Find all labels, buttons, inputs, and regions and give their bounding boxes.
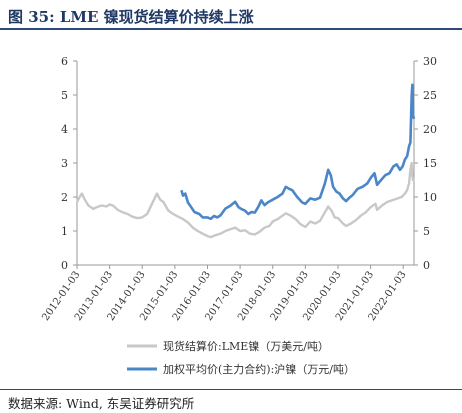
right-tick-label: 10 (423, 191, 437, 204)
source-rule (0, 389, 462, 390)
left-tick-label: 1 (61, 225, 68, 238)
right-tick-label: 20 (423, 123, 437, 136)
left-tick-label: 0 (61, 259, 68, 272)
right-axis-ticks: 0 5 10 15 20 25 30 (414, 55, 437, 272)
right-tick-label: 15 (423, 157, 437, 170)
series-line-lme-nickel (75, 161, 416, 239)
left-tick-label: 2 (61, 191, 68, 204)
nickel-price-chart: 0 1 2 3 4 5 6 0 5 10 15 20 25 30 2012-01-032013-01-0… (40, 55, 437, 376)
left-tick-label: 4 (61, 123, 68, 136)
title-rule (0, 28, 462, 30)
right-tick-label: 30 (423, 55, 437, 68)
x-axis-ticks: 2012-01-032013-01-032014-01-032015-01-03… (40, 265, 409, 323)
legend-label-shfe: 加权平均价(主力合约):沪镍（万元/吨） (163, 362, 355, 376)
series-line-shfe-nickel (180, 83, 416, 221)
left-axis-ticks: 0 1 2 3 4 5 6 (61, 55, 77, 272)
source-note: 数据来源: Wind, 东吴证券研究所 (8, 396, 195, 411)
left-tick-label: 3 (61, 157, 68, 170)
chart-series (75, 83, 416, 239)
left-tick-label: 5 (61, 89, 68, 102)
chart-legend: 现货结算价:LME镍（万美元/吨） 加权平均价(主力合约):沪镍（万元/吨） (127, 339, 355, 376)
figure-title: 图 35: LME 镍现货结算价持续上涨 (8, 8, 254, 26)
left-tick-label: 6 (61, 55, 68, 68)
right-tick-label: 25 (423, 89, 437, 102)
right-tick-label: 5 (423, 225, 430, 238)
legend-label-lme: 现货结算价:LME镍（万美元/吨） (163, 339, 329, 353)
right-tick-label: 0 (423, 259, 430, 272)
chart-axes (76, 61, 415, 266)
